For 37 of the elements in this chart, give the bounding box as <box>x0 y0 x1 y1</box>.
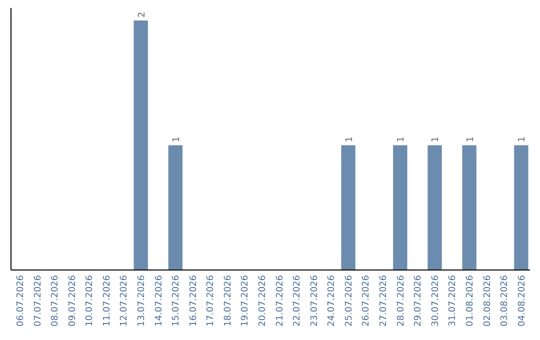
x-tick-label: 20.07.2026 <box>258 274 268 327</box>
data-label: 1 <box>466 136 476 142</box>
x-tick-label: 22.07.2026 <box>292 274 303 327</box>
x-tick-label: 01.08.2026 <box>465 274 476 327</box>
x-tick-label: 24.07.2026 <box>327 274 338 327</box>
data-label: 2 <box>137 12 148 18</box>
data-label: 1 <box>431 136 442 142</box>
x-tick-label: 04.08.2026 <box>517 274 528 327</box>
x-tick-label: 17.07.2026 <box>206 274 216 327</box>
x-tick-label: 10.07.2026 <box>85 274 96 327</box>
x-tick-label: 08.07.2026 <box>50 274 61 327</box>
x-tick-label: 09.07.2026 <box>68 274 78 327</box>
x-tick-label: 18.07.2026 <box>223 274 234 327</box>
x-tick-label: 28.07.2026 <box>396 274 406 327</box>
x-tick-label: 23.07.2026 <box>310 274 320 327</box>
x-tick-label: 15.07.2026 <box>172 274 182 327</box>
x-tick-label: 30.07.2026 <box>430 274 441 327</box>
x-tick-label: 06.07.2026 <box>16 274 26 327</box>
x-tick-label: 07.07.2026 <box>33 274 44 327</box>
data-label: 1 <box>344 136 355 142</box>
x-tick-label: 02.08.2026 <box>482 274 493 327</box>
x-tick-label: 19.07.2026 <box>240 274 251 327</box>
x-tick-label: 25.07.2026 <box>344 274 354 327</box>
x-tick-label: 29.07.2026 <box>414 274 424 327</box>
x-tick-label: 11.07.2026 <box>102 274 112 327</box>
x-tick-label: 27.07.2026 <box>379 274 390 327</box>
data-label: 1 <box>396 136 407 142</box>
x-tick-label: 26.07.2026 <box>362 274 372 327</box>
x-tick-label: 16.07.2026 <box>188 274 199 327</box>
data-label: 1 <box>518 136 528 142</box>
data-label: 1 <box>172 136 182 142</box>
x-tick-label: 31.07.2026 <box>448 274 458 327</box>
x-tick-label: 12.07.2026 <box>120 274 130 327</box>
x-tick-label: 13.07.2026 <box>136 274 147 327</box>
x-tick-label: 14.07.2026 <box>154 274 164 327</box>
x-tick-label: 21.07.2026 <box>275 274 286 327</box>
x-tick-label: 03.08.2026 <box>500 274 510 327</box>
